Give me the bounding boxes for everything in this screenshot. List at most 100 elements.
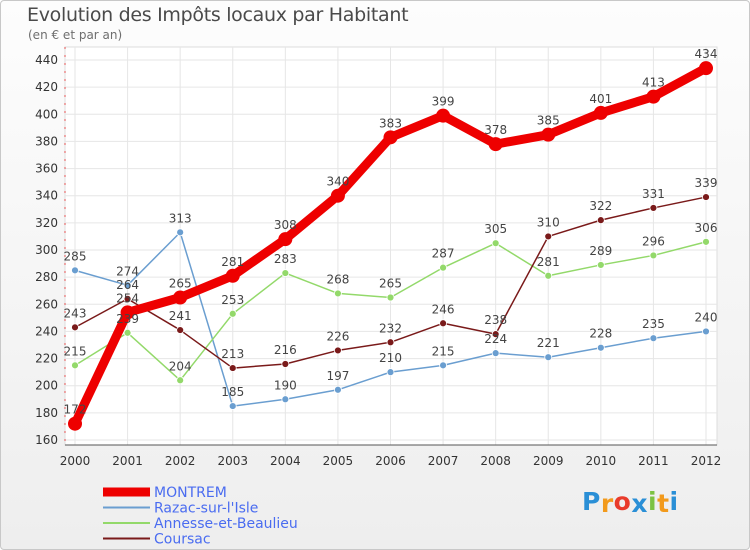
legend-label-3: Coursac [154, 532, 211, 548]
data-point [649, 204, 658, 212]
data-point [278, 232, 293, 247]
data-point [491, 349, 500, 358]
data-label: 265 [379, 277, 402, 291]
data-label: 287 [432, 247, 455, 261]
logo-letter: x [631, 489, 648, 518]
data-point [71, 323, 79, 332]
legend-label-0: MONTREM [154, 485, 227, 501]
data-label: 172 [64, 403, 87, 417]
chart-title: Evolution des Impôts locaux par Habitant [27, 4, 409, 26]
data-label: 265 [169, 277, 192, 291]
y-tick-label: 440 [35, 53, 58, 67]
data-label: 213 [221, 347, 244, 361]
data-label: 434 [695, 47, 718, 61]
y-tick-label: 300 [35, 243, 58, 257]
data-point [228, 364, 237, 372]
y-tick-label: 160 [35, 433, 58, 447]
y-tick-label: 260 [35, 297, 58, 311]
y-tick-label: 200 [35, 379, 58, 393]
data-label: 322 [589, 199, 612, 213]
data-label: 216 [274, 343, 297, 357]
x-tick-label: 2000 [60, 454, 91, 468]
x-tick-label: 2001 [112, 454, 143, 468]
data-point [702, 327, 710, 336]
data-point [702, 237, 710, 246]
data-label: 313 [169, 211, 192, 225]
data-point [68, 416, 82, 431]
data-point [225, 268, 240, 283]
x-tick-label: 2008 [480, 454, 511, 468]
data-label: 235 [642, 317, 665, 331]
data-label: 224 [484, 332, 507, 346]
data-point [123, 281, 132, 290]
logo-letter: t [657, 489, 670, 518]
y-tick-label: 420 [35, 80, 58, 94]
data-point [330, 188, 345, 203]
data-label: 296 [642, 234, 665, 248]
data-label: 308 [274, 218, 297, 232]
y-tick-label: 380 [35, 134, 58, 148]
data-point [228, 402, 237, 410]
data-label: 268 [326, 272, 349, 286]
x-tick-label: 2010 [586, 454, 617, 468]
data-point [439, 263, 447, 272]
axes: 160 180 200 220 240 260 280 300 320 340 360 380 400 4… [35, 47, 721, 468]
data-point [71, 361, 79, 370]
legend: MONTREMRazac-sur-l'IsleAnnesse-et-Beauli… [103, 485, 298, 548]
logo-letter: o [613, 487, 632, 516]
data-label: 253 [221, 293, 244, 307]
data-point [491, 330, 500, 339]
data-point [439, 319, 447, 328]
data-label: 399 [432, 95, 455, 109]
data-point [544, 271, 553, 280]
data-point [649, 251, 658, 260]
data-point [123, 328, 132, 337]
logo-letter: i [648, 487, 658, 516]
x-tick-label: 2012 [691, 454, 722, 468]
data-point [436, 108, 451, 123]
data-point [173, 290, 188, 305]
data-label: 215 [64, 344, 87, 358]
data-point [281, 360, 290, 368]
y-tick-label: 220 [35, 352, 58, 366]
data-labels: 172 254 265 281 308 340 383 399 378 385 401 413 434 2… [64, 47, 718, 417]
data-label: 232 [379, 321, 402, 335]
y-tick-label: 400 [35, 107, 58, 121]
data-point [596, 343, 605, 352]
data-point [386, 338, 395, 347]
data-point [488, 137, 503, 152]
data-point [699, 61, 713, 76]
data-point [176, 376, 185, 385]
data-point [596, 216, 605, 225]
proxiti-logo: Proxiti [582, 487, 679, 518]
legend-label-1: Razac-sur-l'Isle [154, 501, 258, 517]
data-label: 378 [484, 123, 507, 137]
data-label: 226 [326, 329, 349, 343]
data-point [334, 385, 342, 394]
data-point [702, 193, 710, 201]
y-tick-label: 240 [35, 324, 58, 338]
y-tick-label: 280 [35, 270, 58, 284]
data-point [386, 368, 395, 377]
data-label: 241 [169, 309, 192, 323]
x-tick-label: 2003 [217, 454, 248, 468]
y-tick-label: 320 [35, 216, 58, 230]
data-label: 228 [589, 327, 612, 341]
logo-letter: i [669, 487, 679, 516]
data-point [646, 89, 661, 104]
data-point [544, 353, 553, 362]
data-label: 238 [484, 313, 507, 327]
data-label: 281 [537, 255, 560, 269]
logo-letter: P [582, 487, 601, 516]
data-point [386, 293, 395, 302]
x-tick-label: 2007 [428, 454, 459, 468]
data-label: 306 [695, 221, 718, 235]
data-label: 190 [274, 378, 297, 392]
data-label: 240 [695, 310, 718, 324]
data-label: 340 [326, 175, 349, 189]
data-label: 215 [432, 344, 455, 358]
data-label: 264 [116, 278, 139, 292]
logo-letter: r [600, 489, 614, 518]
chart-subtitle: (en € et par an) [28, 28, 123, 42]
data-label: 281 [221, 255, 244, 269]
